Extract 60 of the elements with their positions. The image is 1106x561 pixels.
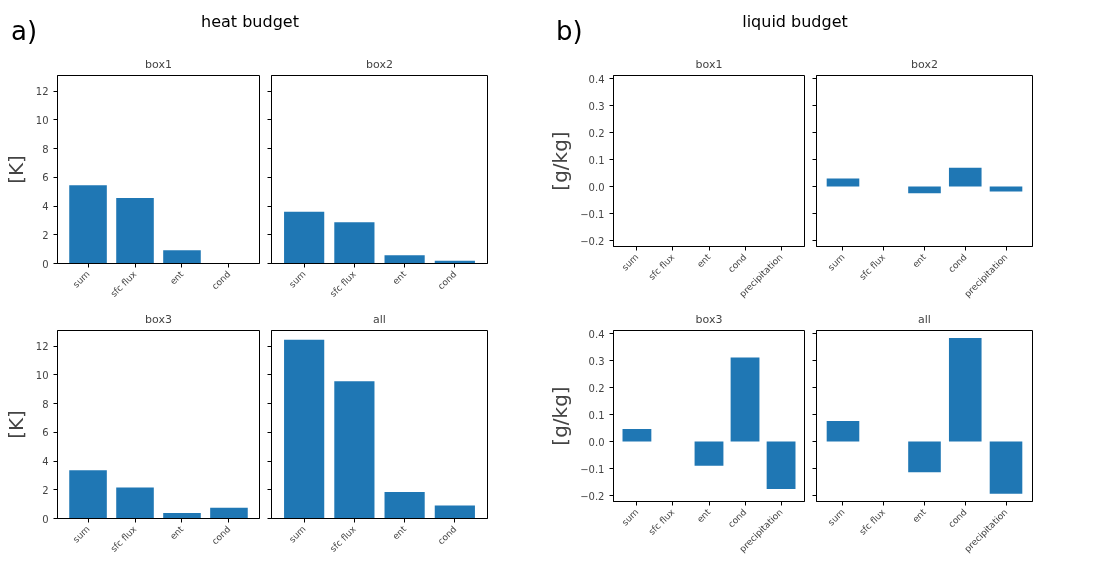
x-tick-label: ent bbox=[910, 251, 929, 270]
y-tick-label: 0.0 bbox=[588, 436, 605, 448]
chart-title: box1 bbox=[695, 57, 723, 71]
x-tick-label: ent bbox=[168, 268, 186, 287]
x-tick-label: ent bbox=[168, 523, 186, 542]
y-tick-label: 12 bbox=[35, 86, 49, 98]
y-tick-label: 6 bbox=[42, 427, 49, 439]
x-tick-label: ent bbox=[390, 268, 409, 287]
y-tick-label: 0.2 bbox=[588, 382, 605, 394]
y-axis-title: [K] bbox=[3, 410, 28, 439]
x-tick-label: sfc flux bbox=[857, 506, 888, 537]
chart-title: all bbox=[373, 312, 386, 326]
y-tick-label: 12 bbox=[35, 341, 49, 353]
y-tick-label: 4 bbox=[42, 456, 49, 468]
x-tick-label: sfc flux bbox=[108, 268, 140, 299]
text: liquid budget bbox=[742, 12, 848, 31]
y-tick-label: −0.2 bbox=[580, 490, 605, 502]
text: a) bbox=[11, 15, 38, 48]
chart-title: box3 bbox=[145, 312, 172, 326]
x-tick-label: sfc flux bbox=[646, 506, 677, 537]
y-tick-label: 2 bbox=[42, 484, 49, 496]
x-tick-label: ent bbox=[910, 506, 929, 525]
y-tick-label: 0.4 bbox=[588, 73, 605, 85]
y-tick-label: 8 bbox=[42, 398, 49, 410]
y-tick-label: 0.4 bbox=[588, 328, 605, 340]
chart-title: box3 bbox=[695, 312, 723, 326]
y-tick-label: 8 bbox=[42, 143, 49, 155]
chart-title: box2 bbox=[911, 57, 938, 71]
y-tick-label: 10 bbox=[35, 114, 49, 126]
x-tick-label: ent bbox=[695, 506, 713, 525]
y-tick-label: 0.1 bbox=[588, 409, 605, 421]
text: heat budget bbox=[201, 12, 299, 31]
x-tick-label: sfc flux bbox=[646, 251, 677, 282]
y-tick-label: −0.1 bbox=[580, 208, 605, 220]
chart-title: box2 bbox=[366, 57, 393, 71]
y-tick-label: 0.1 bbox=[588, 154, 605, 166]
y-tick-label: 6 bbox=[42, 172, 49, 184]
y-axis-title: [K] bbox=[3, 155, 28, 184]
y-tick-label: 0.2 bbox=[588, 127, 605, 139]
y-tick-label: 0.3 bbox=[588, 100, 605, 112]
y-tick-label: 0.0 bbox=[588, 181, 605, 193]
y-tick-label: 10 bbox=[35, 369, 49, 381]
x-tick-label: sfc flux bbox=[327, 523, 359, 554]
x-tick-label: sfc flux bbox=[327, 268, 359, 299]
x-tick-label: ent bbox=[695, 251, 713, 270]
x-tick-label: ent bbox=[390, 523, 409, 542]
x-tick-label: sfc flux bbox=[857, 251, 888, 282]
y-tick-label: −0.2 bbox=[580, 235, 605, 247]
text: b) bbox=[556, 15, 583, 48]
y-tick-label: 2 bbox=[42, 229, 49, 241]
chart-title: box1 bbox=[145, 57, 172, 71]
y-tick-label: 4 bbox=[42, 201, 49, 213]
y-tick-label: 0 bbox=[42, 513, 49, 525]
y-tick-label: −0.1 bbox=[580, 463, 605, 475]
y-axis-title: [g/kg] bbox=[548, 386, 573, 446]
chart-title: all bbox=[918, 312, 931, 326]
y-tick-label: 0 bbox=[42, 258, 49, 270]
y-tick-label: 0.3 bbox=[588, 355, 605, 367]
y-axis-title: [g/kg] bbox=[548, 131, 573, 191]
x-tick-label: sfc flux bbox=[108, 523, 140, 554]
